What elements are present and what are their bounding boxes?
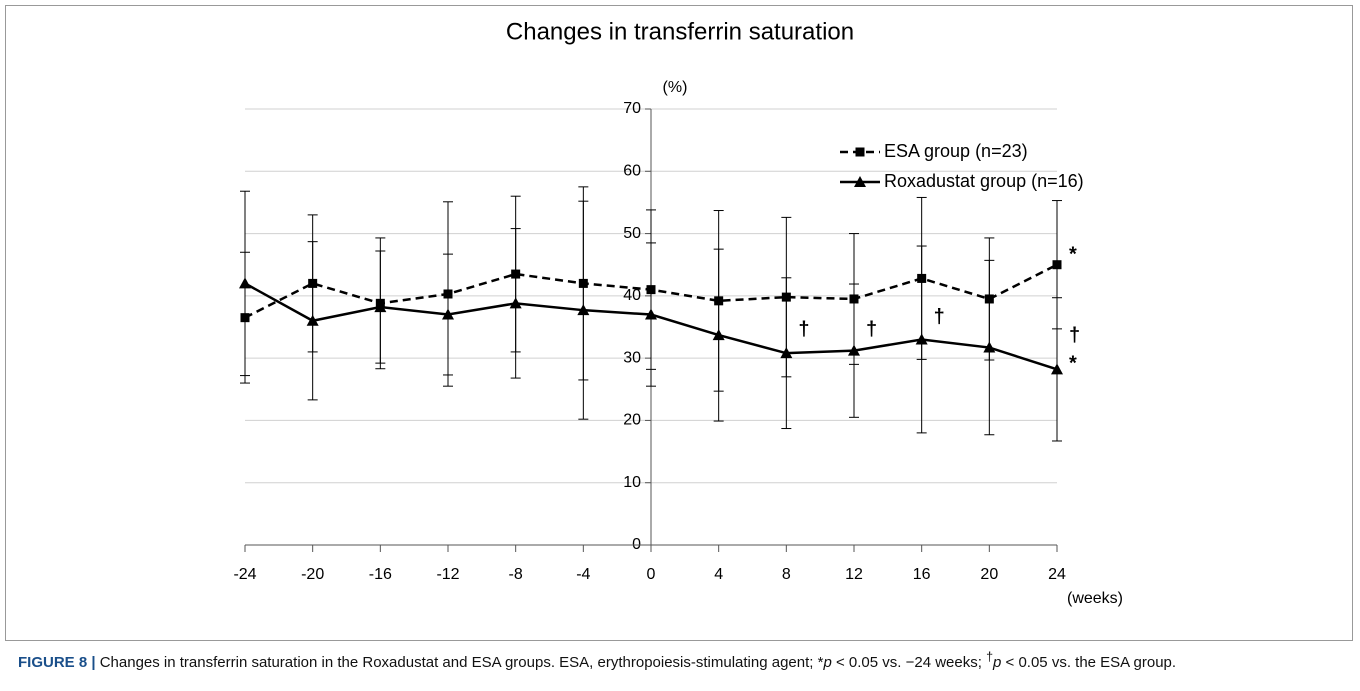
- data-point: [509, 297, 522, 309]
- y-tick-label: 20: [623, 412, 641, 429]
- caption-text: Changes in transferrin saturation in the…: [95, 654, 824, 671]
- x-tick-label: -8: [509, 566, 523, 583]
- data-point: [983, 341, 996, 353]
- y-tick-label: 40: [623, 287, 641, 304]
- data-point: [848, 344, 860, 356]
- annotation: †: [798, 318, 809, 340]
- x-tick-label: 4: [714, 566, 723, 583]
- caption: FIGURE 8 | Changes in transferrin satura…: [18, 646, 1338, 674]
- legend-marker: [854, 176, 866, 187]
- x-tick-label: -12: [436, 566, 459, 583]
- x-tick-label: -20: [301, 566, 324, 583]
- data-point: [239, 277, 251, 289]
- chart-title: Changes in transferrin saturation: [506, 18, 854, 45]
- data-point: [915, 333, 928, 345]
- legend-label: Roxadustat group (n=16): [884, 171, 1084, 191]
- data-point: [780, 347, 793, 359]
- x-axis-label: (weeks): [1067, 590, 1123, 607]
- x-tick-label: -16: [369, 566, 392, 583]
- chart: Changes in transferrin saturation (%) (w…: [233, 18, 1123, 607]
- x-tick-label: -4: [576, 566, 590, 583]
- data-point: [645, 308, 657, 320]
- annotation: *: [1069, 244, 1077, 266]
- data-point: [306, 314, 319, 326]
- caption-text: < 0.05 vs. −24 weeks;: [831, 654, 987, 671]
- annotation: †: [1069, 325, 1080, 347]
- caption-text: p: [993, 654, 1002, 671]
- annotation: †: [934, 306, 945, 328]
- x-tick-label: 24: [1048, 566, 1066, 583]
- caption-text: p: [823, 654, 832, 671]
- data-point: [712, 329, 725, 341]
- y-axis-label: (%): [663, 79, 688, 96]
- x-tick-label: 0: [647, 566, 656, 583]
- data-point: [442, 308, 454, 320]
- figure-frame: [5, 5, 1353, 641]
- x-tick-label: -24: [233, 566, 256, 583]
- x-tick-label: 12: [845, 566, 863, 583]
- data-point: [374, 301, 387, 313]
- y-tick-label: 50: [623, 225, 641, 242]
- data-point: [577, 304, 590, 316]
- caption-label: FIGURE 8 |: [18, 654, 96, 671]
- x-tick-label: 8: [782, 566, 791, 583]
- y-tick-label: 60: [623, 163, 641, 180]
- legend-label: ESA group (n=23): [884, 141, 1028, 161]
- caption-text: < 0.05 vs. the ESA group.: [1001, 654, 1177, 671]
- data-point: [1051, 363, 1063, 375]
- annotation: *: [1069, 353, 1077, 375]
- legend-marker: [855, 147, 865, 157]
- y-tick-label: 30: [623, 349, 641, 366]
- data-point: [1052, 260, 1062, 270]
- y-tick-label: 10: [623, 474, 641, 491]
- x-tick-label: 20: [980, 566, 998, 583]
- y-tick-label: 70: [623, 100, 641, 117]
- x-tick-label: 16: [913, 566, 931, 583]
- annotation: †: [866, 318, 877, 340]
- caption-text: †: [986, 650, 994, 664]
